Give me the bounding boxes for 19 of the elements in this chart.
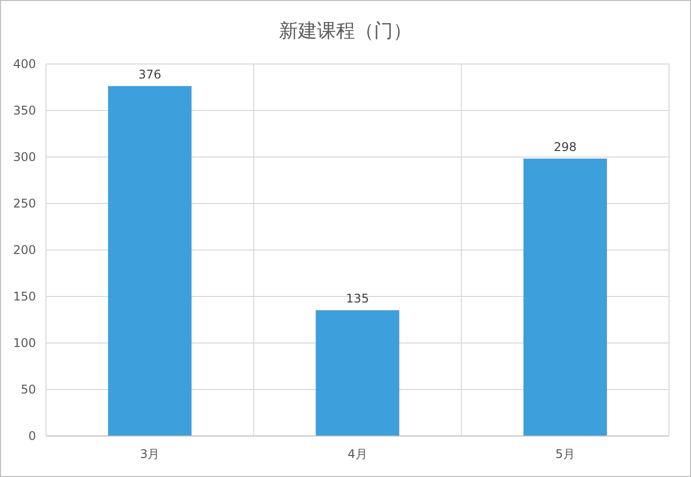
y-tick-label: 150: [13, 290, 36, 304]
y-tick-label: 300: [13, 150, 36, 164]
y-tick-label: 0: [28, 429, 36, 443]
y-tick-label: 400: [13, 57, 36, 71]
bar: [523, 158, 607, 436]
bar: [108, 86, 192, 436]
data-label: 376: [138, 67, 162, 82]
x-tick-label: 4月: [348, 447, 368, 461]
data-label: 298: [554, 140, 577, 154]
y-tick-label: 350: [13, 104, 36, 118]
y-tick-label: 50: [20, 382, 36, 396]
data-label: 135: [346, 291, 369, 306]
y-tick-label: 100: [13, 336, 36, 350]
y-tick-label: 250: [13, 196, 36, 210]
y-tick-label: 200: [13, 243, 36, 257]
chart-title: 新建课程（门）: [279, 20, 412, 42]
x-tick-label: 5月: [555, 447, 575, 461]
bar: [316, 310, 400, 436]
x-tick-label: 3月: [140, 447, 160, 461]
